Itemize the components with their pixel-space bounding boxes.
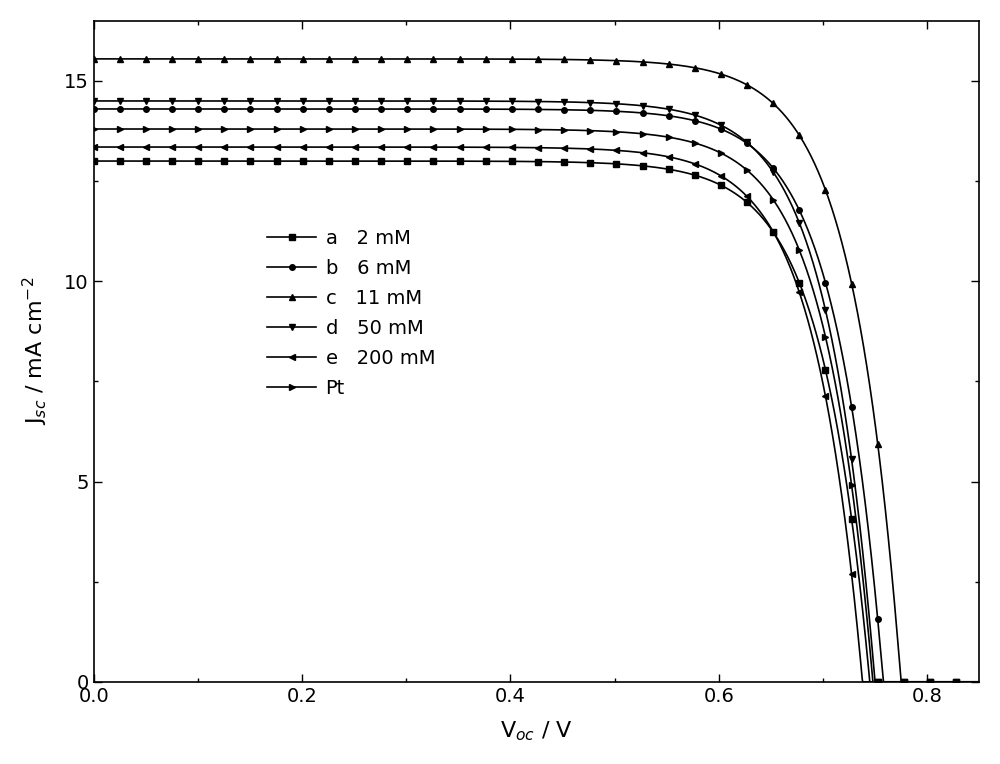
Y-axis label: J$_{sc}$ / mA cm$^{-2}$: J$_{sc}$ / mA cm$^{-2}$	[21, 277, 50, 426]
X-axis label: V$_{oc}$ / V: V$_{oc}$ / V	[500, 720, 573, 743]
Legend: a   2 mM, b   6 mM, c   11 mM, d   50 mM, e   200 mM, Pt: a 2 mM, b 6 mM, c 11 mM, d 50 mM, e 200 …	[267, 229, 435, 399]
